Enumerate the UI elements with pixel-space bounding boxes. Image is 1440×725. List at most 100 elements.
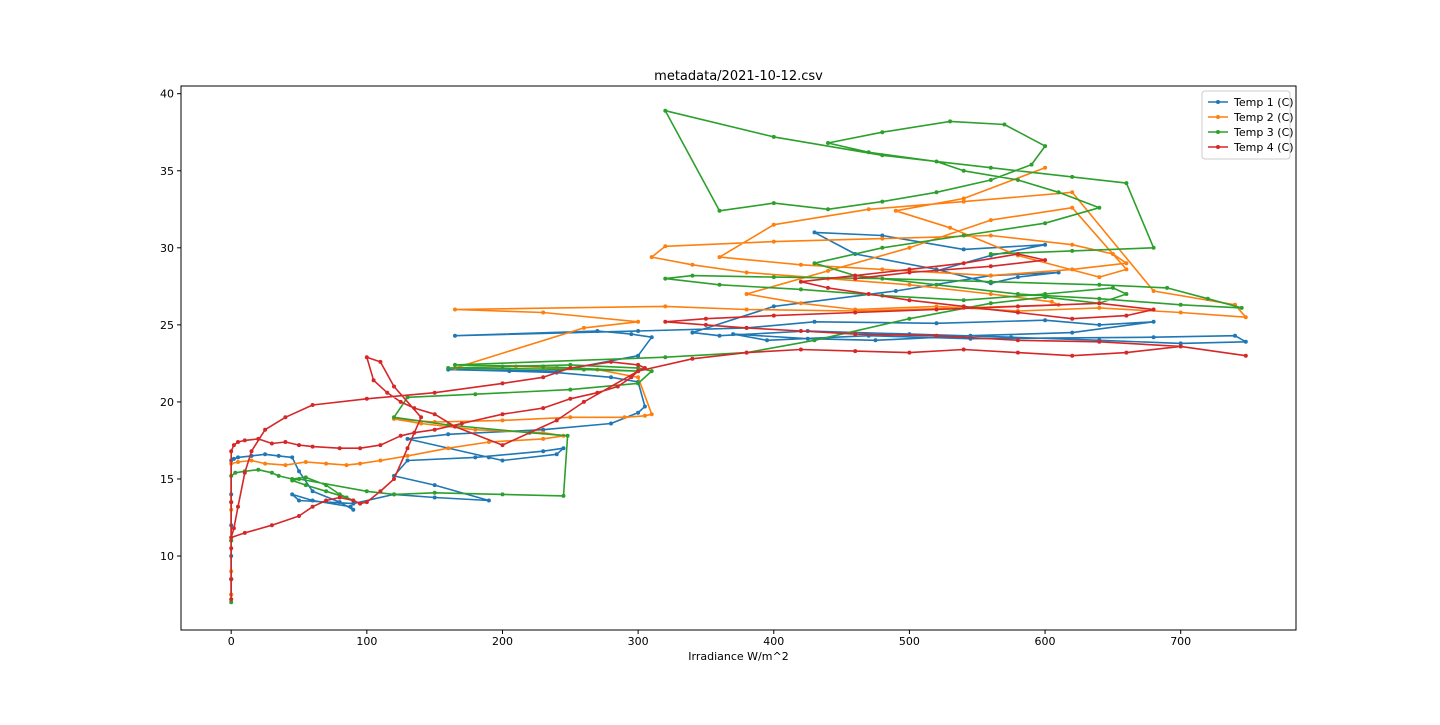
data-point — [568, 362, 573, 367]
data-point — [249, 449, 254, 454]
data-point — [541, 436, 546, 441]
data-point — [771, 201, 776, 206]
x-axis: 0 100 200 300 400 500 600 700 — [228, 630, 1191, 648]
data-point — [663, 304, 668, 309]
data-point — [561, 493, 566, 498]
data-point — [744, 350, 749, 355]
data-point — [1049, 299, 1054, 304]
data-point — [337, 500, 342, 505]
data-point — [541, 375, 546, 380]
data-point — [690, 356, 695, 361]
series-line-3 — [230, 109, 1243, 603]
data-point — [1015, 310, 1020, 315]
data-point — [744, 307, 749, 312]
data-point — [649, 335, 654, 340]
data-point — [500, 458, 505, 463]
data-point — [236, 460, 240, 464]
data-point — [229, 577, 234, 582]
data-point — [690, 330, 695, 335]
data-point — [392, 477, 396, 481]
data-point — [636, 369, 641, 374]
data-point — [541, 449, 546, 454]
data-point — [853, 349, 858, 354]
data-point — [297, 443, 301, 448]
data-point — [310, 498, 315, 503]
data-point — [988, 292, 993, 296]
data-point — [398, 399, 403, 404]
data-point — [263, 461, 268, 466]
data-point — [812, 338, 817, 343]
data-point — [826, 285, 830, 290]
data-point — [1043, 144, 1048, 149]
data-point — [771, 134, 776, 139]
x-tick-label: 300 — [628, 635, 649, 648]
x-axis-label: Irradiance W/m^2 — [688, 650, 788, 663]
axes-frame — [180, 85, 1297, 631]
data-point — [337, 492, 342, 497]
data-point — [853, 332, 858, 337]
data-point — [568, 415, 573, 420]
data-point — [988, 233, 993, 238]
data-point — [1239, 305, 1244, 310]
data-point — [717, 282, 722, 287]
data-point — [269, 470, 274, 475]
data-point — [880, 236, 885, 241]
data-point — [1043, 292, 1048, 296]
y-tick-label: 25 — [160, 319, 174, 332]
data-point — [1110, 285, 1115, 290]
data-point — [324, 489, 329, 494]
data-point — [880, 199, 885, 204]
data-point — [269, 523, 274, 528]
data-point — [310, 444, 315, 449]
data-point — [866, 150, 871, 155]
y-tick-label: 35 — [160, 165, 174, 178]
data-point — [649, 255, 654, 260]
data-point — [1124, 313, 1129, 318]
data-point — [907, 282, 912, 287]
x-tick-label: 200 — [492, 635, 513, 648]
data-point — [303, 460, 308, 464]
data-point — [242, 530, 247, 535]
data-point — [392, 415, 396, 420]
data-point — [568, 366, 573, 370]
data-point — [1178, 341, 1183, 346]
data-point — [622, 415, 627, 420]
data-point — [568, 387, 573, 392]
data-point — [1151, 307, 1156, 312]
y-tick-label: 15 — [160, 473, 174, 486]
data-point — [642, 366, 647, 370]
data-point — [880, 245, 885, 250]
data-point — [263, 452, 268, 457]
data-point — [256, 436, 261, 441]
x-tick-label: 600 — [1035, 635, 1056, 648]
data-point — [771, 275, 776, 280]
data-point — [392, 384, 396, 389]
data-point — [649, 412, 654, 417]
data-point — [663, 244, 668, 249]
series-line-1 — [230, 231, 1247, 595]
data-point — [642, 404, 647, 409]
data-point — [500, 492, 505, 497]
data-point — [290, 492, 295, 497]
data-point — [717, 333, 722, 338]
data-point — [371, 378, 376, 383]
data-point — [771, 222, 776, 227]
data-point — [703, 322, 708, 327]
data-point — [1070, 205, 1075, 210]
data-point — [907, 245, 912, 250]
y-axis: 10 15 20 25 30 35 40 — [160, 88, 181, 563]
data-point — [1124, 181, 1129, 186]
data-point — [303, 475, 308, 480]
data-point — [236, 455, 240, 460]
data-point — [1043, 258, 1048, 263]
data-point — [853, 276, 858, 281]
data-point — [642, 413, 647, 418]
data-point — [283, 463, 288, 468]
data-point — [412, 430, 417, 435]
data-point — [1002, 122, 1007, 127]
data-point — [1178, 344, 1183, 349]
data-point — [853, 310, 858, 315]
data-point — [988, 252, 993, 256]
data-point — [541, 310, 546, 315]
